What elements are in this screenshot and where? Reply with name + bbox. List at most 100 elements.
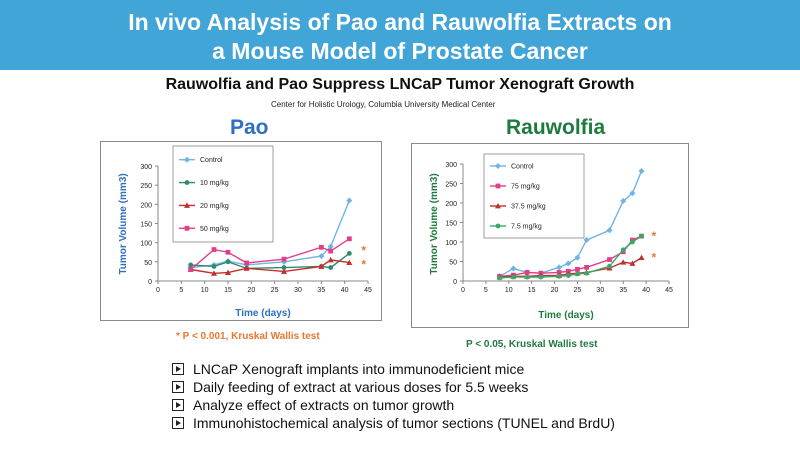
- bullet-text: Analyze effect of extracts on tumor grow…: [193, 397, 455, 413]
- x-tick-label: 5: [484, 287, 488, 294]
- legend-marker: [495, 223, 501, 229]
- y-tick-label: 150: [445, 221, 457, 228]
- y-tick-label: 300: [140, 164, 152, 171]
- x-tick-label: 40: [341, 287, 349, 294]
- bullet-item: Daily feeding of extract at various dose…: [172, 378, 615, 396]
- y-axis-label: Tumor Volume (mm3): [429, 173, 440, 274]
- data-point: [281, 256, 287, 262]
- legend-label: 37.5 mg/kg: [511, 204, 546, 211]
- rauwolfia-chart-title: Rauwolfia: [506, 116, 606, 139]
- x-tick-label: 5: [179, 287, 183, 294]
- data-point: [538, 274, 544, 280]
- pao-chart-title: Pao: [230, 116, 269, 139]
- significance-star: *: [652, 251, 657, 265]
- x-tick-label: 30: [596, 287, 604, 294]
- data-point: [575, 266, 580, 272]
- y-tick-label: 0: [453, 279, 457, 286]
- legend-box: [172, 145, 274, 243]
- data-point: [556, 264, 563, 271]
- legend-marker: [495, 203, 501, 209]
- data-point: [638, 254, 645, 260]
- data-point: [346, 236, 352, 242]
- data-point: [620, 247, 626, 253]
- data-point: [629, 239, 635, 245]
- y-tick-label: 200: [445, 201, 457, 208]
- bullet-item: LNCaP Xenograft implants into immunodefi…: [172, 360, 615, 378]
- y-tick-label: 0: [148, 279, 152, 286]
- data-point: [620, 198, 627, 205]
- data-point: [346, 259, 353, 265]
- x-tick-label: 0: [461, 287, 465, 294]
- data-point: [225, 259, 231, 265]
- data-point: [524, 270, 530, 275]
- data-point: [629, 190, 636, 197]
- legend-marker: [184, 156, 190, 163]
- data-point: [510, 274, 516, 280]
- data-point: [556, 273, 562, 279]
- x-tick-label: 40: [642, 287, 650, 294]
- x-tick-label: 30: [294, 287, 302, 294]
- data-point: [188, 267, 194, 272]
- rauwolfia-chart-frame: 0 50 100 150 200 250 300 0 5 10 15 20 25 30 35 40 45 Time…: [411, 143, 689, 328]
- data-point: [211, 270, 217, 276]
- x-tick-label: 45: [665, 287, 673, 294]
- data-point: [318, 244, 324, 250]
- data-point: [318, 263, 325, 269]
- pao-chart-frame: 0 50 100 150 200 250 300 0 5 10 15 20 25 30 35 40 45 Time…: [100, 141, 382, 321]
- y-tick-label: 250: [445, 182, 457, 189]
- x-tick-label: 15: [528, 287, 536, 294]
- legend-box: [483, 153, 585, 239]
- data-point: [328, 265, 334, 270]
- pao-significance-note: * P < 0.001, Kruskal Wallis test: [176, 331, 320, 342]
- data-point: [225, 269, 231, 275]
- x-tick-label: 10: [505, 287, 513, 294]
- y-tick-label: 50: [449, 260, 457, 267]
- x-tick-label: 35: [317, 287, 325, 294]
- data-point: [638, 168, 645, 175]
- y-tick-label: 300: [445, 162, 457, 169]
- y-tick-label: 50: [144, 260, 152, 267]
- data-point: [556, 270, 562, 275]
- y-tick-label: 250: [140, 183, 152, 190]
- data-point: [346, 251, 352, 256]
- play-box-icon: [172, 399, 184, 411]
- legend-marker: [184, 225, 190, 231]
- title-line-2: a Mouse Model of Prostate Cancer: [212, 38, 588, 64]
- x-tick-label: 10: [201, 287, 209, 294]
- legend-label: 7.5 mg/kg: [511, 224, 542, 231]
- data-point: [243, 265, 250, 271]
- legend-label: 20 mg/kg: [200, 203, 229, 210]
- data-point: [607, 257, 612, 262]
- legend-label: 75 mg/kg: [511, 184, 540, 191]
- legend-marker: [184, 202, 190, 208]
- data-point: [639, 233, 644, 239]
- data-point: [188, 262, 194, 268]
- y-tick-label: 150: [140, 222, 152, 229]
- bullet-text: LNCaP Xenograft implants into immunodefi…: [193, 361, 525, 377]
- bullet-text: Daily feeding of extract at various dose…: [193, 379, 529, 395]
- title-line-1: In vivo Analysis of Pao and Rauwolfia Ex…: [128, 9, 672, 35]
- x-tick-label: 25: [271, 287, 279, 294]
- x-tick-label: 35: [619, 287, 627, 294]
- data-point: [346, 197, 353, 204]
- y-tick-label: 200: [140, 202, 152, 209]
- x-tick-label: 0: [156, 287, 160, 294]
- data-point: [327, 256, 334, 263]
- y-axis-label: Tumor Volume (mm3): [118, 173, 129, 274]
- y-tick-label: 100: [140, 241, 152, 248]
- affiliation-text: Center for Holistic Urology, Columbia Un…: [271, 100, 496, 109]
- bullet-item: Analyze effect of extracts on tumor grow…: [172, 396, 615, 414]
- data-point: [327, 243, 334, 250]
- data-point: [620, 259, 627, 265]
- data-point: [565, 273, 571, 278]
- x-tick-label: 25: [574, 287, 582, 294]
- x-tick-label: 45: [364, 287, 372, 294]
- slide-subtitle: Rauwolfia and Pao Suppress LNCaP Tumor X…: [165, 76, 635, 93]
- method-bullet-list: LNCaP Xenograft implants into immunodefi…: [172, 360, 615, 432]
- data-point: [211, 247, 217, 252]
- data-point: [584, 264, 589, 270]
- x-axis-label: Time (days): [235, 308, 290, 319]
- pao-chart: 0 50 100 150 200 250 300 0 5 10 15 20 25 30 35 40 45 Time…: [118, 145, 372, 319]
- data-point: [318, 253, 325, 260]
- data-point: [328, 248, 334, 254]
